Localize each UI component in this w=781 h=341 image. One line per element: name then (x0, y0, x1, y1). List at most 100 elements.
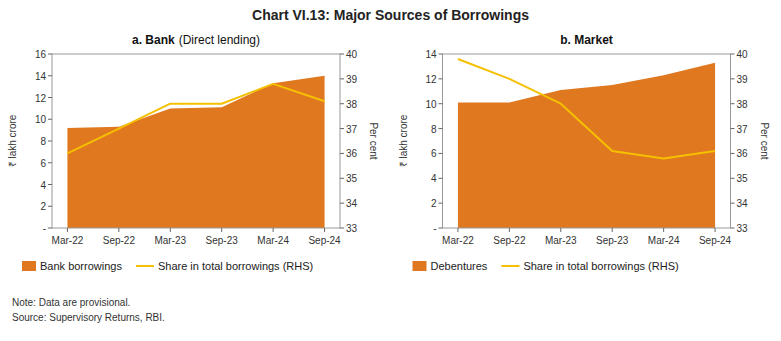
legend-label: Debentures (431, 260, 488, 272)
tick (324, 228, 325, 232)
tick-label: Sep-22 (493, 235, 526, 246)
tick (48, 184, 52, 185)
tick-label: 34 (346, 198, 358, 209)
tick (48, 119, 52, 120)
panel-title: b. Market (560, 33, 613, 47)
tick (340, 54, 344, 55)
tick-label: 33 (737, 223, 749, 234)
tick (731, 178, 735, 179)
tick-label: 14 (425, 49, 437, 60)
tick (48, 54, 52, 55)
tick-label: Mar-23 (545, 235, 577, 246)
tick (439, 153, 443, 154)
chart-title: Chart VI.13: Major Sources of Borrowings (252, 7, 529, 23)
panel: b. Market-24681012143334353637383940Mar-… (398, 33, 770, 272)
tick-label: 6 (431, 148, 437, 159)
plot-frame (52, 54, 340, 228)
area (458, 63, 715, 228)
tick-label: - (43, 223, 46, 234)
tick-label: Mar-22 (52, 235, 84, 246)
panel: a. Bank (Direct lending) - 2 4 6 8 10 12 14 16 33 34… (7, 33, 379, 272)
legend: Debentures Share in total borrowings (RHS… (413, 260, 679, 272)
tick (612, 228, 613, 232)
legend-swatch (136, 265, 154, 267)
tick-label: 37 (346, 124, 358, 135)
tick (340, 203, 344, 204)
data-group (458, 59, 715, 228)
tick-label: 10 (35, 114, 47, 125)
panel-subtitle: (Direct lending) (179, 33, 260, 47)
tick (731, 128, 735, 129)
tick (221, 228, 222, 232)
tick-label: 6 (40, 158, 46, 169)
axis-label: ₹ lakh crore (398, 114, 409, 167)
tick-label: 40 (346, 49, 358, 60)
tick (48, 75, 52, 76)
legend-swatch (22, 261, 36, 271)
tick (715, 228, 716, 232)
tick (340, 128, 344, 129)
tick-label: Mar-22 (442, 235, 474, 246)
tick (439, 178, 443, 179)
tick (48, 206, 52, 207)
tick-label: 14 (35, 71, 47, 82)
tick-label: 39 (737, 74, 749, 85)
tick (340, 228, 344, 229)
tick (439, 103, 443, 104)
tick (731, 103, 735, 104)
tick (731, 153, 735, 154)
tick (457, 228, 458, 232)
tick-label: 2 (40, 201, 46, 212)
tick (340, 78, 344, 79)
tick-label: 33 (346, 223, 358, 234)
tick (439, 54, 443, 55)
tick-label: Sep-24 (699, 235, 732, 246)
tick-label: Sep-22 (103, 235, 136, 246)
tick-label: 34 (737, 198, 749, 209)
legend-label: Bank borrowings (40, 260, 122, 272)
legend-swatch (413, 261, 427, 271)
tick-label: 8 (40, 136, 46, 147)
annotation: Source: Supervisory Returns, RBI. (12, 312, 165, 323)
legend: Bank borrowings Share in total borrowings… (22, 260, 313, 272)
plot-frame (443, 54, 731, 228)
tick-label: 4 (40, 180, 46, 191)
tick (663, 228, 664, 232)
tick (48, 97, 52, 98)
legend-swatch (501, 265, 519, 267)
tick-label: 38 (737, 99, 749, 110)
tick-label: 40 (737, 49, 749, 60)
line (67, 84, 324, 154)
line (458, 59, 715, 158)
tick-label: 12 (35, 93, 47, 104)
tick (340, 178, 344, 179)
legend-label: Share in total borrowings (RHS) (523, 260, 678, 272)
tick (731, 78, 735, 79)
panel-title-group: a. Bank (Direct lending) (132, 33, 260, 47)
tick-label: 38 (346, 99, 358, 110)
legend-label: Share in total borrowings (RHS) (158, 260, 313, 272)
tick-label: Sep-23 (206, 235, 239, 246)
tick-label: 10 (425, 99, 437, 110)
tick (48, 162, 52, 163)
tick (439, 78, 443, 79)
data-group (67, 76, 324, 228)
tick-label: 8 (431, 124, 437, 135)
tick (170, 228, 171, 232)
tick (67, 228, 68, 232)
area (67, 76, 324, 228)
tick (731, 203, 735, 204)
tick-label: 16 (35, 49, 47, 60)
tick (439, 228, 443, 229)
tick (439, 128, 443, 129)
axis-label: Per cent (759, 122, 770, 159)
tick (731, 228, 735, 229)
axis-label: ₹ lakh crore (7, 114, 18, 167)
tick-label: 36 (346, 148, 358, 159)
tick-label: 35 (346, 173, 358, 184)
panel-title: a. Bank (132, 33, 175, 47)
tick (509, 228, 510, 232)
tick-label: Mar-24 (648, 235, 680, 246)
tick-label: 2 (431, 198, 437, 209)
tick (340, 153, 344, 154)
